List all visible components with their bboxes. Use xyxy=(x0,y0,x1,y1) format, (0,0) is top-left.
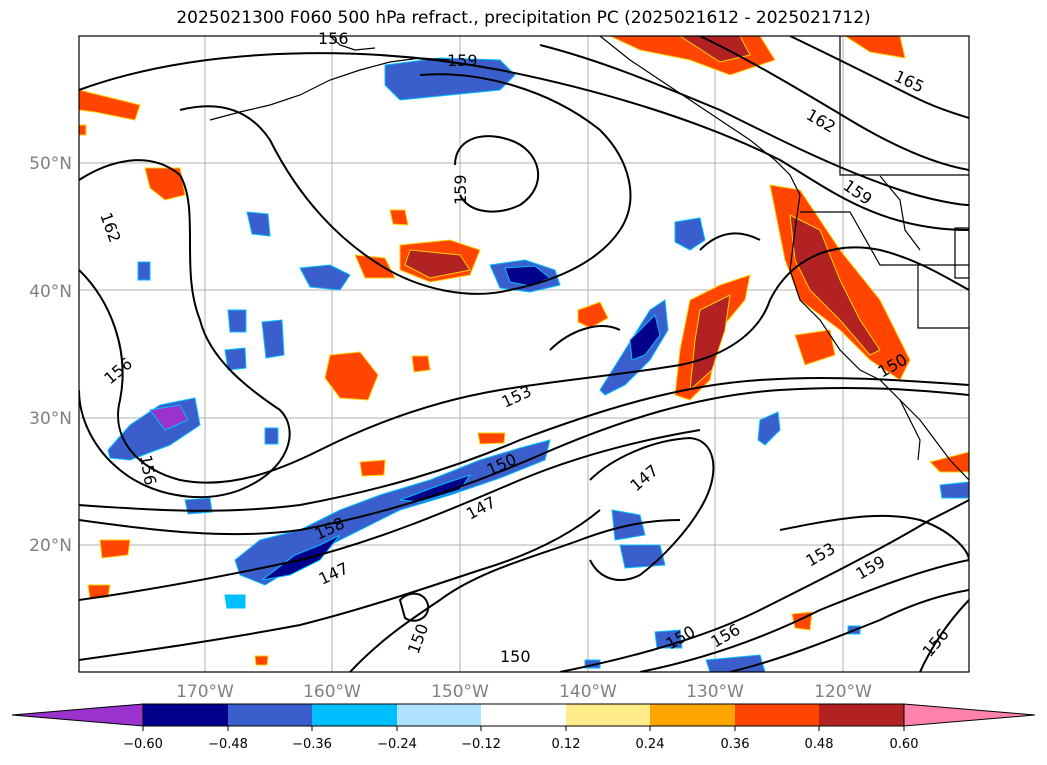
colorbar-segment xyxy=(566,704,650,726)
colorbar-tick-label: 0.12 xyxy=(552,737,581,752)
lon-label-170w: 170°W xyxy=(176,682,234,702)
colorbar-tick-label: −0.60 xyxy=(123,737,163,752)
colorbar-tick-label: −0.36 xyxy=(292,737,332,752)
colorbar-tick-label: −0.24 xyxy=(377,737,417,752)
lat-label-40n: 40°N xyxy=(29,282,72,302)
colorbar: −0.60 −0.48 −0.36 −0.24 −0.12 0.12 0.24 … xyxy=(11,703,1036,752)
lon-label-130w: 130°W xyxy=(686,682,744,702)
colorbar-tick-label: 0.60 xyxy=(890,737,919,752)
colorbar-tick-label: 0.36 xyxy=(721,737,750,752)
map-frame xyxy=(78,35,970,673)
colorbar-segment xyxy=(143,704,228,726)
colorbar-segment xyxy=(735,704,819,726)
lat-label-30n: 30°N xyxy=(29,409,72,429)
contour-label: 156 xyxy=(318,29,349,48)
colorbar-tick-label: −0.48 xyxy=(208,737,248,752)
longitude-labels: 170°W 160°W 150°W 140°W 130°W 120°W xyxy=(176,682,872,702)
colorbar-extend-low xyxy=(11,703,144,727)
map-title: 2025021300 F060 500 hPa refract., precip… xyxy=(176,8,871,28)
lon-label-160w: 160°W xyxy=(303,682,361,702)
colorbar-tick-label: 0.24 xyxy=(636,737,665,752)
colorbar-segment xyxy=(397,704,481,726)
lon-label-120w: 120°W xyxy=(814,682,872,702)
lat-label-50n: 50°N xyxy=(29,154,72,174)
precip-negative-areas xyxy=(107,57,969,672)
colorbar-tick-label: −0.12 xyxy=(461,737,501,752)
colorbar-segment xyxy=(481,704,566,726)
colorbar-tick-label: 0.48 xyxy=(805,737,834,752)
colorbar-segment xyxy=(312,704,397,726)
refractivity-contours xyxy=(79,36,969,672)
colorbar-frame xyxy=(142,703,905,727)
lat-label-20n: 20°N xyxy=(29,536,72,556)
colorbar-segment xyxy=(819,704,904,726)
contour-label: 159 xyxy=(447,51,478,70)
colorbar-extend-high xyxy=(903,703,1036,727)
coastlines xyxy=(209,36,969,481)
latitude-labels: 50°N 40°N 30°N 20°N xyxy=(29,154,72,556)
colorbar-segment xyxy=(650,704,735,726)
precip-positive-areas xyxy=(79,36,969,666)
contour-label: 159 xyxy=(451,174,470,205)
colorbar-segment xyxy=(228,704,312,726)
lon-label-140w: 140°W xyxy=(559,682,617,702)
contour-label: 150 xyxy=(500,647,531,666)
map-background xyxy=(79,36,969,672)
lon-label-150w: 150°W xyxy=(431,682,489,702)
colorbar-ticks xyxy=(142,726,905,731)
